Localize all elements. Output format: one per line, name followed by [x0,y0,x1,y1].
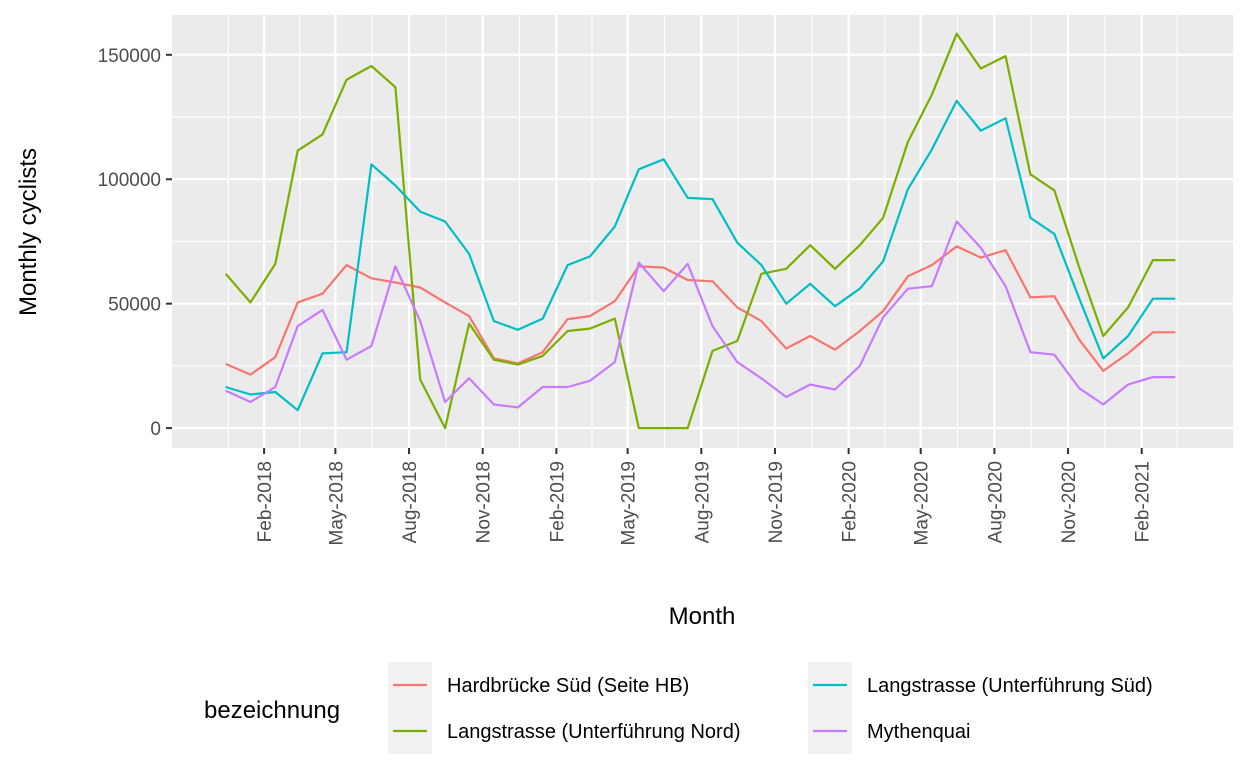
x-tick-label: Aug-2018 [400,461,421,543]
plot-panel [172,15,1233,448]
legend-label: Mythenquai [867,721,970,743]
x-tick-label: Aug-2020 [985,461,1006,543]
y-tick-label: 50000 [108,295,161,316]
x-axis-title: Month [669,603,736,630]
legend-label: Langstrasse (Unterführung Nord) [447,721,740,743]
x-tick-label: Nov-2020 [1059,461,1080,543]
series-lines [224,32,1176,430]
legend: bezeichnung Hardbrücke Süd (Seite HB) Lan… [204,662,1153,754]
series-line [225,220,1176,409]
minor-gridlines [172,15,1233,448]
series-line [225,99,1176,412]
x-tick-label: Feb-2021 [1133,461,1154,542]
series-line [224,32,1176,430]
y-axis-title: Monthly cyclists [15,148,42,316]
x-tick-label: Feb-2020 [840,461,861,542]
y-tick-label: 150000 [98,46,161,67]
x-tick-label: Nov-2019 [766,461,787,543]
x-tick-label: May-2019 [619,461,640,546]
y-axis: 0 50000 100000 150000 [98,46,172,440]
x-tick-label: Aug-2019 [692,461,713,543]
legend-items: Hardbrücke Süd (Seite HB) Langstrasse (Un… [388,662,1153,754]
x-tick-label: Nov-2018 [474,461,495,543]
x-tick-label: May-2018 [326,461,347,546]
x-axis: Feb-2018 May-2018 Aug-2018 Nov-2018 Feb-2019… [255,448,1154,546]
y-tick-label: 100000 [98,170,161,191]
x-tick-label: Feb-2019 [547,461,568,542]
x-tick-label: Feb-2018 [255,461,276,542]
legend-title: bezeichnung [204,697,340,724]
legend-label: Hardbrücke Süd (Seite HB) [447,675,689,697]
series-line [225,245,1176,376]
legend-label: Langstrasse (Unterführung Süd) [867,675,1153,697]
y-tick-label: 0 [150,419,161,440]
x-tick-label: May-2020 [912,461,933,546]
